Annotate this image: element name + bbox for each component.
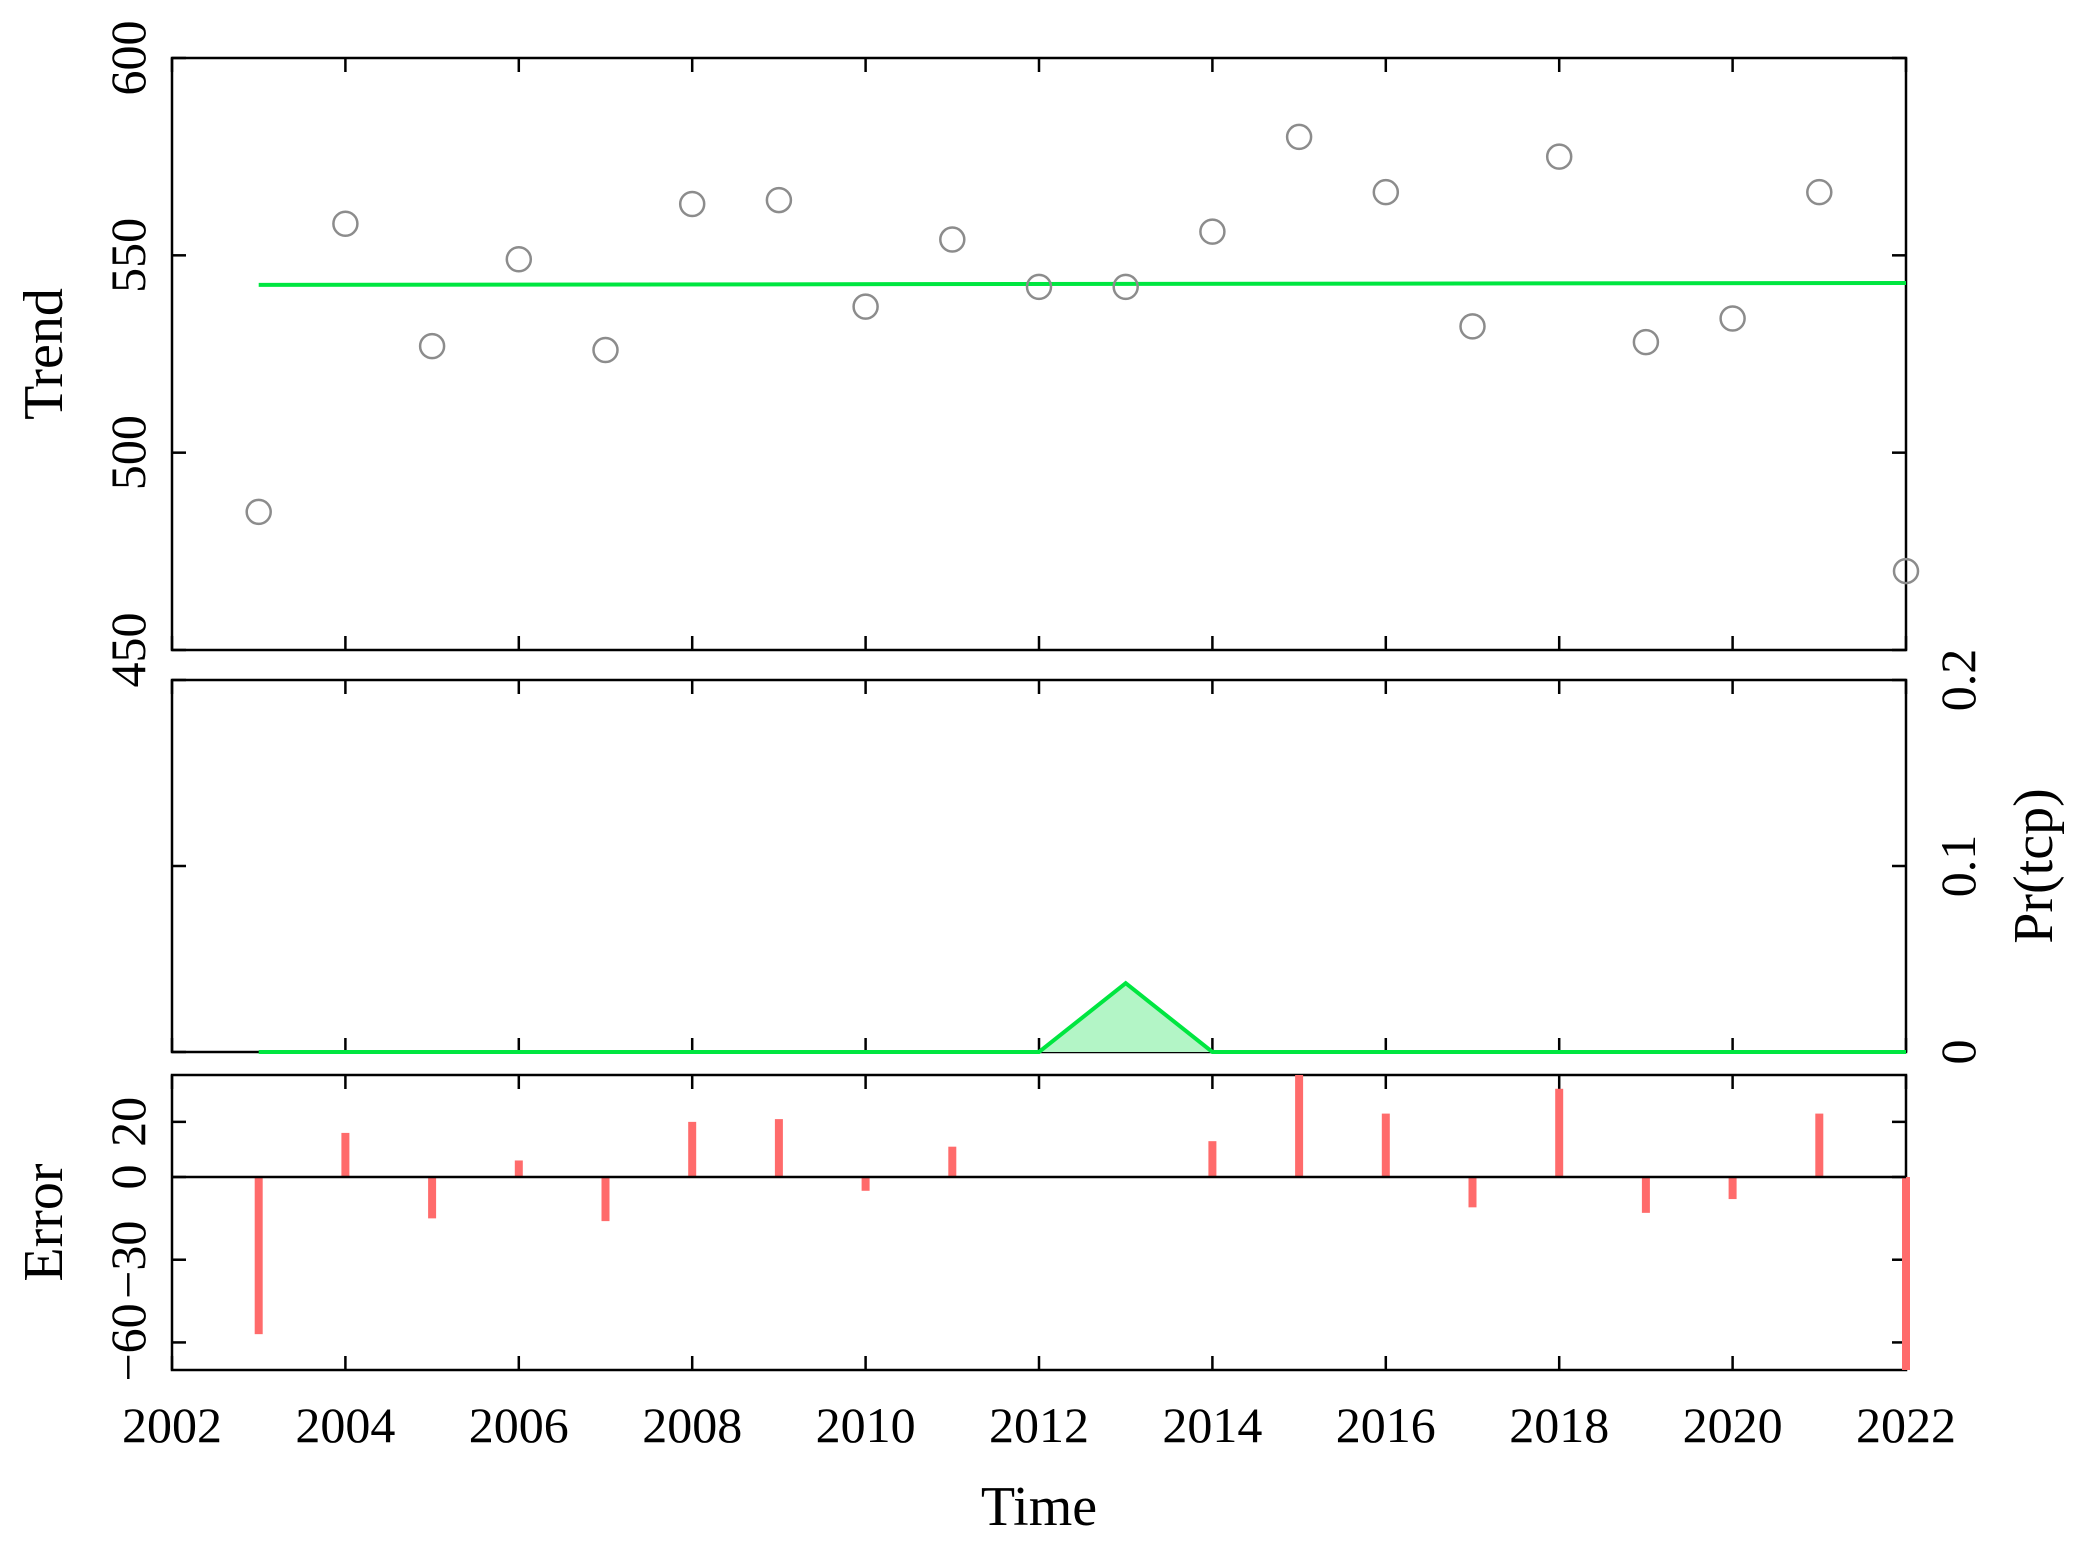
error-bar: [1728, 1177, 1737, 1200]
trend-point: [245, 498, 272, 526]
time-tick-label: 2008: [642, 1397, 742, 1453]
trend-point: [1285, 123, 1313, 151]
error-bar: [688, 1121, 697, 1178]
error-bar: [948, 1146, 957, 1178]
error-bar: [1902, 1177, 1910, 1370]
trend-point: [765, 186, 793, 214]
error-bar: [1295, 1075, 1304, 1178]
error-bar: [601, 1177, 610, 1222]
error-bar: [774, 1119, 783, 1178]
trend-point: [1719, 305, 1746, 332]
error-bar: [1815, 1113, 1824, 1178]
error-bar: [1555, 1088, 1564, 1178]
trend-point: [1372, 178, 1400, 206]
trend-point: [852, 293, 879, 320]
probability-axis-title: Pr(tcp): [2003, 788, 2065, 944]
error-panel: −60−30 0 20 Error: [13, 1073, 1910, 1382]
probability-line: [258, 980, 1906, 1054]
error-bar: [341, 1132, 350, 1178]
trend-ytick-label: 450: [100, 613, 156, 688]
error-bar: [1208, 1141, 1217, 1178]
error-ytick-label: −60: [100, 1303, 156, 1381]
trend-line: [258, 280, 1907, 287]
time-axis: 2002 2004 2006 2008 2010 2012 2014 2016 2018 2020…: [122, 1397, 1956, 1538]
trend-ytick-label: 500: [100, 415, 156, 490]
trend-point: [1545, 143, 1573, 170]
time-tick-label: 2020: [1683, 1397, 1783, 1453]
time-tick-label: 2014: [1162, 1397, 1262, 1453]
error-ytick-label: −30: [100, 1221, 156, 1299]
trend-point: [1459, 313, 1486, 340]
time-tick-label: 2010: [816, 1397, 916, 1453]
error-bar: [1381, 1113, 1390, 1178]
trend-point: [332, 210, 359, 238]
error-ytick-label: 20: [100, 1097, 156, 1147]
trend-point: [1025, 273, 1053, 301]
trend-point: [505, 246, 533, 273]
error-bar: [428, 1177, 437, 1219]
trend-point: [418, 332, 446, 360]
probability-ytick-label: 0.2: [1930, 649, 1986, 712]
probability-ytick-label: 0: [1930, 1040, 1986, 1065]
trend-point: [678, 190, 706, 218]
error-bar: [254, 1177, 263, 1335]
time-tick-label: 2016: [1336, 1397, 1436, 1453]
trend-point: [592, 336, 619, 364]
time-tick-label: 2012: [989, 1397, 1089, 1453]
error-bar: [514, 1160, 523, 1178]
time-tick-label: 2004: [295, 1397, 395, 1453]
error-bar: [1641, 1177, 1650, 1213]
trend-panel: 450 500 550 600 Trend: [13, 21, 1920, 688]
time-tick-label: 2006: [469, 1397, 569, 1453]
probability-panel-frame: [170, 678, 1908, 1054]
error-panel-frame: [170, 1073, 1908, 1372]
trend-point: [1112, 273, 1139, 301]
trend-ytick-label: 600: [100, 21, 156, 96]
probability-ytick-label: 0.1: [1930, 835, 1986, 898]
probability-panel: 0 0.1 0.2 Pr(tcp): [170, 649, 2065, 1065]
error-ytick-label: 0: [100, 1165, 156, 1190]
error-bar: [1468, 1177, 1477, 1208]
trend-axis-title: Trend: [13, 288, 75, 420]
time-axis-title: Time: [981, 1476, 1097, 1538]
trend-point: [1632, 328, 1660, 356]
trend-point: [1806, 178, 1833, 206]
trend-point: [1199, 218, 1226, 245]
trend-point: [1892, 557, 1920, 585]
error-bar: [861, 1177, 870, 1191]
time-tick-label: 2022: [1856, 1397, 1956, 1453]
time-tick-label: 2018: [1509, 1397, 1609, 1453]
time-tick-label: 2002: [122, 1397, 222, 1453]
trend-point: [939, 226, 966, 253]
trend-ytick-label: 550: [100, 218, 156, 293]
error-axis-title: Error: [13, 1163, 75, 1282]
